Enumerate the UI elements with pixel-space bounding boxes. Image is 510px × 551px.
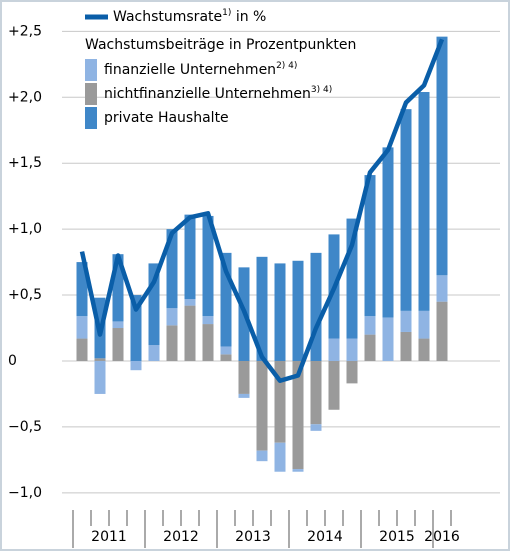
- bar: [184, 299, 196, 306]
- legend-swatch: [85, 107, 97, 129]
- bar: [184, 305, 196, 361]
- bar: [166, 229, 178, 309]
- bar: [220, 252, 232, 347]
- legend-name: nichtfinanzielle Unternehmen: [104, 86, 311, 102]
- bar: [148, 345, 160, 361]
- bar: [310, 252, 322, 361]
- bar: [274, 360, 286, 443]
- legend-suffix: in %: [231, 9, 266, 25]
- x-group-label: 2015: [379, 529, 415, 545]
- bar: [400, 109, 412, 311]
- bar: [202, 324, 214, 361]
- bar: [436, 301, 448, 361]
- bar: [76, 316, 88, 339]
- bar: [418, 338, 430, 361]
- x-group-label: 2016: [424, 529, 460, 545]
- legend-label: Wachstumsrate1) in %: [113, 8, 266, 26]
- growth-line: [79, 38, 445, 383]
- bar: [220, 346, 232, 355]
- bar: [148, 263, 160, 346]
- bar: [112, 254, 124, 322]
- y-tick-label: +2,5: [8, 23, 42, 39]
- bar: [130, 360, 142, 371]
- bar: [94, 360, 106, 394]
- y-tick-label: +1,0: [8, 221, 42, 237]
- bar: [166, 325, 178, 361]
- y-tick-label: +2,0: [8, 89, 42, 105]
- bar: [364, 175, 376, 317]
- bar: [328, 338, 340, 361]
- bar: [292, 469, 304, 472]
- bar: [400, 331, 412, 361]
- x-group-label: 2012: [163, 529, 199, 545]
- bar: [274, 263, 286, 361]
- bar: [256, 450, 268, 462]
- bar: [436, 275, 448, 302]
- bar: [130, 295, 142, 361]
- bar: [292, 260, 304, 361]
- bar: [418, 310, 430, 339]
- bar: [364, 316, 376, 335]
- bar: [76, 338, 88, 361]
- bar: [364, 334, 376, 361]
- legend-swatch: [85, 83, 97, 105]
- y-tick-label: 0: [8, 353, 17, 369]
- legend-label: finanzielle Unternehmen2) 4): [104, 61, 297, 79]
- legend-note: 1): [222, 8, 231, 18]
- bar: [310, 424, 322, 431]
- bar: [238, 360, 250, 394]
- bar: [256, 360, 268, 451]
- bar: [202, 215, 214, 317]
- bar: [220, 354, 232, 361]
- y-tick-label: −0,5: [8, 419, 42, 435]
- bar: [94, 358, 106, 361]
- legend-swatch: [85, 59, 97, 81]
- legend-name: private Haushalte: [104, 110, 229, 126]
- bar: [256, 256, 268, 361]
- bar: [346, 338, 358, 361]
- x-group-label: 2011: [91, 529, 127, 545]
- y-tick-label: +1,5: [8, 155, 42, 171]
- bar: [166, 308, 178, 326]
- bar: [202, 316, 214, 325]
- bar: [328, 360, 340, 410]
- bar: [418, 92, 430, 311]
- legend-label: private Haushalte: [104, 110, 229, 126]
- bar: [292, 360, 304, 470]
- bar: [346, 360, 358, 384]
- bar: [76, 262, 88, 317]
- legend-note: 2) 4): [276, 61, 297, 71]
- legend-note: 3) 4): [311, 85, 332, 95]
- y-tick-label: +0,5: [8, 287, 42, 303]
- bar: [184, 214, 196, 300]
- bar: [382, 317, 394, 361]
- bar: [238, 393, 250, 398]
- legend-name: finanzielle Unternehmen: [104, 62, 276, 78]
- bar: [436, 36, 448, 276]
- legend-heading: Wachstumsbeiträge in Prozentpunkten: [85, 37, 356, 53]
- legend-label: nichtfinanzielle Unternehmen3) 4): [104, 85, 332, 103]
- y-tick-label: −1,0: [8, 485, 42, 501]
- bar: [112, 321, 124, 329]
- bar: [382, 147, 394, 318]
- bar: [274, 442, 286, 472]
- legend-name: Wachstumsrate: [113, 9, 222, 25]
- bar: [112, 328, 124, 361]
- x-group-label: 2014: [307, 529, 343, 545]
- bar: [346, 218, 358, 339]
- x-group-label: 2013: [235, 529, 271, 545]
- bar: [400, 310, 412, 332]
- bar: [310, 360, 322, 425]
